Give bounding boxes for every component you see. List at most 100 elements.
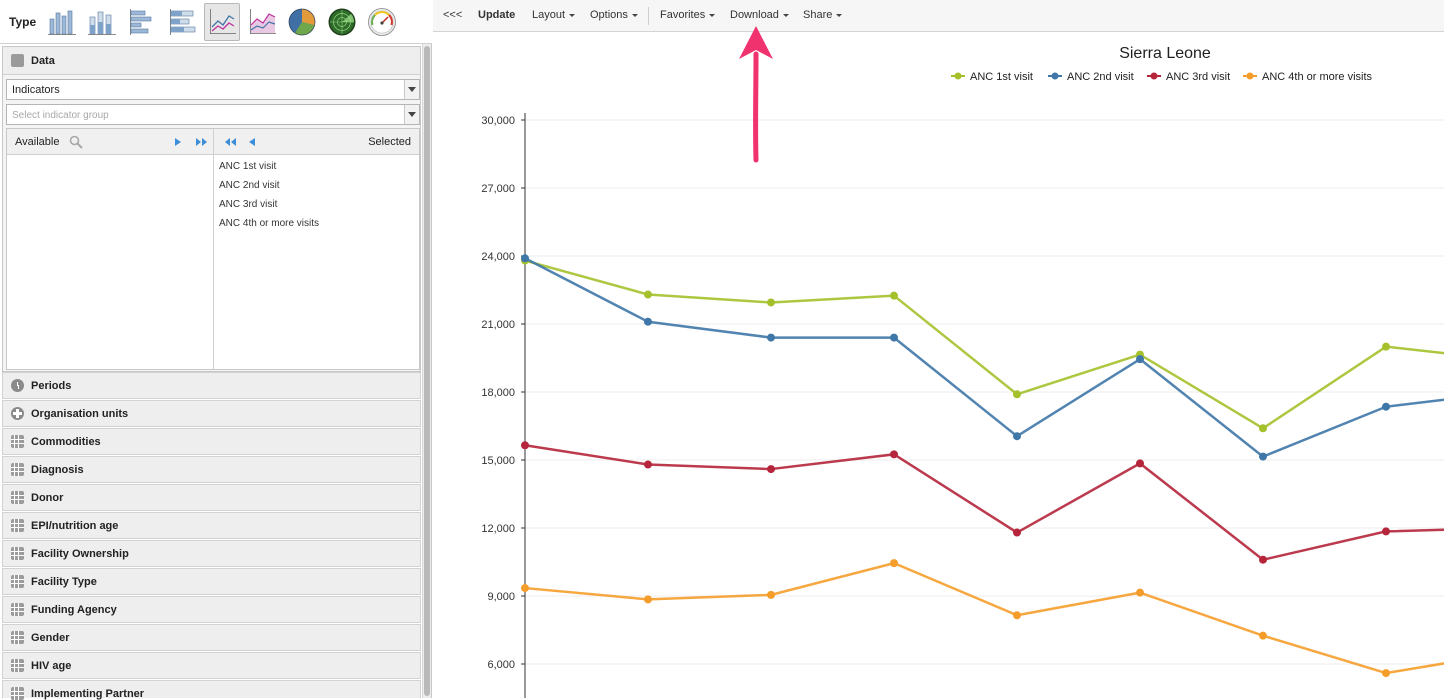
y-tick-label: 24,000 bbox=[481, 251, 515, 263]
series-line[interactable] bbox=[524, 561, 1444, 675]
data-point[interactable] bbox=[890, 559, 898, 568]
data-point[interactable] bbox=[1136, 588, 1144, 597]
data-point[interactable] bbox=[1136, 355, 1144, 364]
pie-chart-button[interactable] bbox=[284, 3, 320, 41]
search-icon[interactable] bbox=[69, 135, 83, 149]
chart-title: Sierra Leone bbox=[1119, 45, 1211, 62]
data-point[interactable] bbox=[644, 595, 652, 604]
select-one-icon[interactable] bbox=[173, 137, 183, 147]
selected-item[interactable]: ANC 3rd visit bbox=[219, 199, 278, 210]
data-point[interactable] bbox=[1382, 402, 1390, 411]
column-chart-icon bbox=[48, 10, 76, 35]
line-chart-button[interactable] bbox=[204, 3, 240, 41]
legend-item[interactable]: ANC 3rd visit bbox=[1147, 71, 1230, 83]
accordion-label: EPI/nutrition age bbox=[31, 520, 119, 532]
accordion-facility-type[interactable]: Facility Type bbox=[2, 568, 421, 595]
update-button[interactable]: Update bbox=[478, 9, 516, 21]
selected-item[interactable]: ANC 4th or more visits bbox=[219, 218, 320, 229]
data-point[interactable] bbox=[644, 317, 652, 326]
data-point[interactable] bbox=[890, 333, 898, 342]
legend-swatch-dot bbox=[1150, 72, 1158, 80]
legend-item[interactable]: ANC 2nd visit bbox=[1048, 71, 1134, 83]
collapse-panel-button[interactable]: <<< bbox=[443, 9, 463, 21]
options-menu[interactable]: Options bbox=[590, 9, 638, 21]
left-panel-scrollbar[interactable] bbox=[422, 44, 431, 698]
series-line[interactable] bbox=[524, 259, 1444, 430]
accordion-diagnosis[interactable]: Diagnosis bbox=[2, 456, 421, 483]
stacked-bar-chart-button[interactable] bbox=[164, 3, 200, 41]
legend-item[interactable]: ANC 1st visit bbox=[951, 71, 1033, 83]
data-point[interactable] bbox=[1013, 432, 1021, 441]
data-point[interactable] bbox=[767, 590, 775, 599]
data-point[interactable] bbox=[1259, 555, 1267, 564]
bar-chart-button[interactable] bbox=[124, 3, 160, 41]
gauge-chart-button[interactable] bbox=[364, 3, 400, 41]
data-type-combo[interactable]: Indicators bbox=[6, 79, 420, 100]
deselect-one-icon[interactable] bbox=[247, 137, 257, 147]
data-point[interactable] bbox=[1013, 528, 1021, 537]
area-chart-button[interactable] bbox=[244, 3, 280, 41]
data-section-title: Data bbox=[31, 55, 55, 67]
share-menu[interactable]: Share bbox=[803, 9, 843, 21]
y-tick-label: 15,000 bbox=[481, 455, 515, 467]
data-point[interactable] bbox=[890, 291, 898, 300]
accordion-funding-agency[interactable]: Funding Agency bbox=[2, 596, 421, 623]
legend-item[interactable]: ANC 4th or more visits bbox=[1243, 71, 1373, 83]
data-point[interactable] bbox=[521, 584, 529, 593]
data-point[interactable] bbox=[767, 465, 775, 474]
data-point[interactable] bbox=[644, 460, 652, 469]
accordion-organisation-units[interactable]: Organisation units bbox=[2, 400, 421, 427]
chevron-down-icon[interactable] bbox=[404, 80, 419, 99]
data-point[interactable] bbox=[1382, 669, 1390, 678]
selected-item[interactable]: ANC 1st visit bbox=[219, 161, 277, 172]
data-point[interactable] bbox=[644, 290, 652, 299]
data-point[interactable] bbox=[1382, 342, 1390, 351]
data-point[interactable] bbox=[1136, 459, 1144, 468]
favorites-menu[interactable]: Favorites bbox=[660, 9, 716, 21]
select-all-icon[interactable] bbox=[195, 137, 209, 147]
selected-item[interactable]: ANC 2nd visit bbox=[219, 180, 280, 191]
data-point[interactable] bbox=[521, 254, 529, 263]
chart-type-bar: Type bbox=[0, 0, 432, 44]
data-point[interactable] bbox=[890, 450, 898, 459]
accordion-gender[interactable]: Gender bbox=[2, 624, 421, 651]
y-tick-label: 6,000 bbox=[487, 659, 515, 671]
accordion-facility-ownership[interactable]: Facility Ownership bbox=[2, 540, 421, 567]
data-point[interactable] bbox=[1259, 631, 1267, 640]
accordion-label: Commodities bbox=[31, 436, 101, 448]
radar-chart-button[interactable] bbox=[324, 3, 360, 41]
accordion-periods[interactable]: Periods bbox=[2, 372, 421, 399]
accordion-commodities[interactable]: Commodities bbox=[2, 428, 421, 455]
layout-menu[interactable]: Layout bbox=[532, 9, 576, 21]
legend-label: ANC 2nd visit bbox=[1067, 71, 1134, 83]
data-point[interactable] bbox=[1259, 452, 1267, 461]
download-menu-label: Download bbox=[730, 9, 779, 21]
accordion-epi-nutrition-age[interactable]: EPI/nutrition age bbox=[2, 512, 421, 539]
grid-icon bbox=[11, 519, 24, 532]
deselect-all-icon[interactable] bbox=[223, 137, 237, 147]
series-line[interactable] bbox=[524, 444, 1444, 561]
accordion-hiv-age[interactable]: HIV age bbox=[2, 652, 421, 679]
series-group bbox=[521, 254, 1444, 461]
line-chart-icon bbox=[210, 9, 236, 34]
download-menu[interactable]: Download bbox=[730, 9, 789, 21]
data-point[interactable] bbox=[1013, 390, 1021, 399]
data-section-header[interactable]: Data bbox=[3, 47, 420, 75]
caret-down-icon bbox=[836, 13, 843, 17]
series-line[interactable] bbox=[524, 257, 1444, 458]
stacked-column-chart-button[interactable] bbox=[84, 3, 120, 41]
column-chart-button[interactable] bbox=[44, 3, 80, 41]
chevron-down-icon[interactable] bbox=[404, 105, 419, 124]
data-point[interactable] bbox=[1013, 611, 1021, 620]
data-point[interactable] bbox=[767, 298, 775, 307]
accordion-implementing-partner[interactable]: Implementing Partner bbox=[2, 680, 421, 700]
data-point[interactable] bbox=[1382, 527, 1390, 536]
accordion-donor[interactable]: Donor bbox=[2, 484, 421, 511]
data-point[interactable] bbox=[767, 333, 775, 342]
data-point[interactable] bbox=[521, 441, 529, 450]
accordion-label: Periods bbox=[31, 380, 72, 392]
indicator-group-combo[interactable]: Select indicator group bbox=[6, 104, 420, 125]
data-point[interactable] bbox=[1259, 424, 1267, 433]
grid-icon bbox=[11, 659, 24, 672]
scrollbar-thumb[interactable] bbox=[424, 46, 430, 696]
